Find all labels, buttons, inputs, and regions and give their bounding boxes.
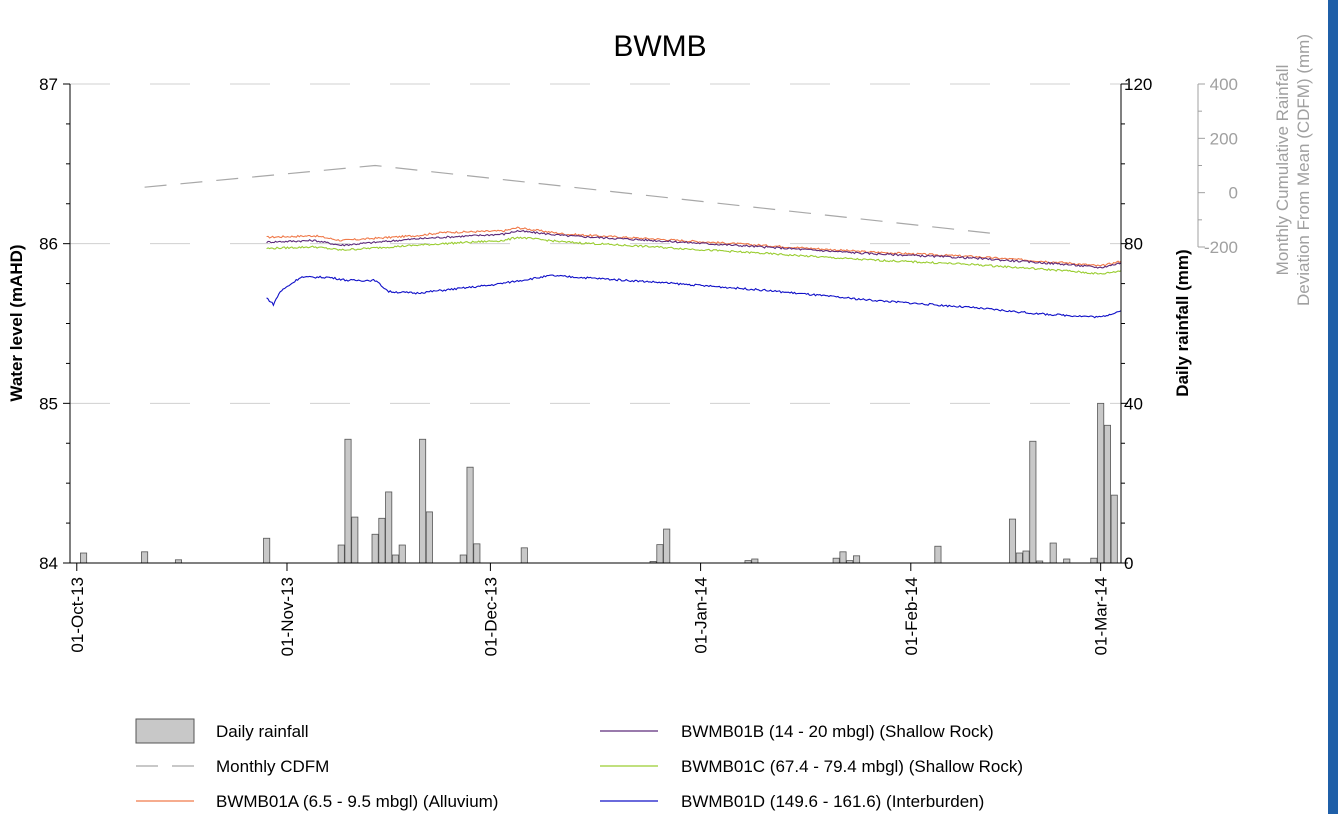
x-tick-label: 01-Mar-14 (1092, 577, 1111, 655)
far-right-y-tick-label: 400 (1210, 75, 1238, 94)
rainfall-bar (425, 511, 433, 564)
x-axis-ticks: 01-Oct-13 01-Nov-13 01-Dec-13 01-Jan-14 01-F… (68, 563, 1111, 656)
rainfall-bar (520, 547, 528, 564)
rainfall-bar (473, 543, 481, 564)
grid-lines (70, 83, 1121, 404)
rainfall-bar (663, 528, 671, 564)
x-tick-label: 01-Oct-13 (68, 577, 87, 653)
legend-item: BWMB01C (67.4 - 79.4 mbgl) (Shallow Rock… (600, 757, 1023, 776)
right-y-ticks: 0 40 80 120 (1121, 75, 1152, 573)
rainfall-bar (934, 545, 942, 564)
water-level-lines (266, 226, 1122, 319)
legend-swatch-bar (135, 718, 195, 744)
rainfall-bar (656, 544, 664, 564)
right-y-tick-label: 80 (1124, 235, 1143, 254)
rainfall-bar (839, 551, 847, 564)
left-y-axis-label: Water level (mAHD) (7, 244, 26, 401)
left-y-ticks: 84 85 86 87 (39, 75, 70, 573)
left-y-tick-label: 84 (39, 554, 58, 573)
left-y-tick-label: 85 (39, 394, 58, 413)
series-line-bwmb01c (266, 236, 1122, 275)
legend-label: Monthly CDFM (216, 757, 329, 776)
rainfall-bar (1029, 440, 1037, 564)
legend-label: BWMB01D (149.6 - 161.6) (Interburden) (681, 792, 984, 811)
legend-item: Monthly CDFM (136, 757, 329, 776)
legend-item: BWMB01D (149.6 - 161.6) (Interburden) (600, 792, 984, 811)
rainfall-bar (1022, 550, 1030, 564)
rainfall-bar (371, 533, 379, 564)
rainfall-bar (391, 554, 399, 564)
chart-title: BWMB (613, 30, 706, 63)
chart-legend: Daily rainfall Monthly CDFM BWMB01A (6.5 -… (135, 718, 1023, 811)
rainfall-bar (378, 517, 386, 564)
rainfall-bar (1097, 402, 1105, 564)
x-tick-label: 01-Feb-14 (902, 577, 921, 655)
rainfall-bar (459, 554, 467, 564)
rainfall-bar (398, 544, 406, 564)
legend-item: Daily rainfall (135, 718, 309, 744)
right-y-tick-label: 120 (1124, 75, 1152, 94)
left-y-tick-label: 87 (39, 75, 58, 94)
window-edge-bar (1328, 0, 1338, 814)
rainfall-bar (351, 516, 359, 564)
rainfall-bar (263, 537, 271, 564)
rainfall-bar (1063, 558, 1071, 564)
rainfall-bar (1103, 424, 1111, 564)
legend-label: BWMB01C (67.4 - 79.4 mbgl) (Shallow Rock… (681, 757, 1023, 776)
rainfall-bar (832, 557, 840, 564)
rainfall-bar (337, 544, 345, 564)
legend-item: BWMB01A (6.5 - 9.5 mbgl) (Alluvium) (136, 792, 498, 811)
rainfall-bar (1008, 518, 1017, 564)
rainfall-bar (466, 466, 474, 564)
series-line-bwmb01d (266, 274, 1122, 319)
right-y-tick-label: 40 (1124, 394, 1143, 413)
rainfall-bar (1049, 542, 1057, 564)
legend-label: BWMB01A (6.5 - 9.5 mbgl) (Alluvium) (216, 792, 498, 811)
left-y-tick-label: 86 (39, 235, 58, 254)
series-line-bwmb01b (266, 229, 1122, 269)
rainfall-bar (419, 438, 427, 564)
legend-label: Daily rainfall (216, 722, 309, 741)
far-right-y-ticks: -200 0 200 400 (1198, 75, 1238, 257)
far-right-y-axis-label-line1: Monthly Cumulative Rainfall (1273, 65, 1292, 276)
far-right-y-axis-label-line2: Deviation From Mean (CDFM) (mm) (1294, 34, 1313, 306)
x-tick-label: 01-Jan-14 (692, 577, 711, 654)
rainfall-bar (1090, 557, 1098, 564)
cdfm-line (144, 164, 993, 234)
legend-item: BWMB01B (14 - 20 mbgl) (Shallow Rock) (600, 722, 994, 741)
rainfall-bar (853, 555, 861, 564)
rainfall-bar (141, 551, 149, 564)
rainfall-bar (1110, 494, 1118, 564)
legend-label: BWMB01B (14 - 20 mbgl) (Shallow Rock) (681, 722, 994, 741)
right-y-tick-label: 0 (1124, 554, 1133, 573)
far-right-y-tick-label: -200 (1204, 238, 1238, 257)
cdfm-series-line (144, 164, 993, 234)
far-right-y-tick-label: 0 (1229, 184, 1238, 203)
series-line-bwmb01a (266, 226, 1122, 267)
rainfall-bar (1015, 552, 1023, 564)
rainfall-bars (80, 402, 1118, 564)
x-tick-label: 01-Dec-13 (481, 577, 500, 656)
rainfall-bar (344, 438, 352, 564)
rainfall-bar (751, 558, 759, 564)
rainfall-bar (385, 491, 393, 564)
right-y-axis-label: Daily rainfall (mm) (1173, 249, 1192, 396)
far-right-y-tick-label: 200 (1210, 129, 1238, 148)
x-tick-label: 01-Nov-13 (278, 577, 297, 656)
rainfall-bar (80, 552, 88, 564)
